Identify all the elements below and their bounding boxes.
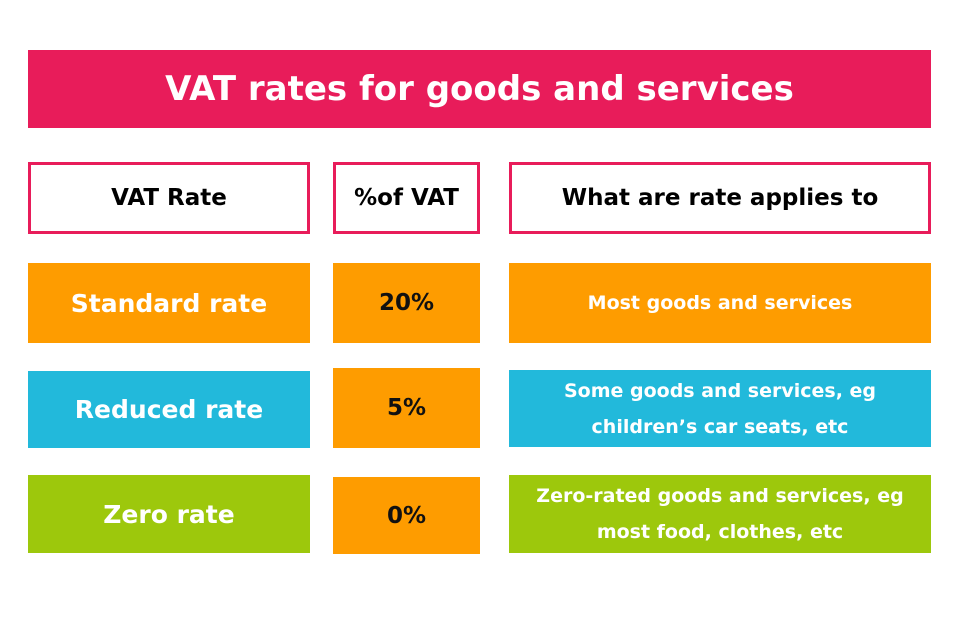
header-percent-of-vat: %of VAT	[333, 162, 480, 234]
header-vat-rate: VAT Rate	[28, 162, 310, 234]
rate-name-zero: Zero rate	[28, 475, 310, 553]
header-applies-to: What are rate applies to	[509, 162, 931, 234]
rate-applies-reduced: Some goods and services, eg children’s c…	[509, 370, 931, 447]
rate-percent-reduced: 5%	[333, 368, 480, 448]
rate-name-standard: Standard rate	[28, 263, 310, 343]
page-title: VAT rates for goods and services	[28, 50, 931, 128]
rate-applies-standard: Most goods and services	[509, 263, 931, 343]
rate-name-reduced: Reduced rate	[28, 371, 310, 448]
rate-percent-zero: 0%	[333, 477, 480, 554]
rate-applies-zero: Zero-rated goods and services, eg most f…	[509, 475, 931, 553]
rate-percent-standard: 20%	[333, 263, 480, 343]
